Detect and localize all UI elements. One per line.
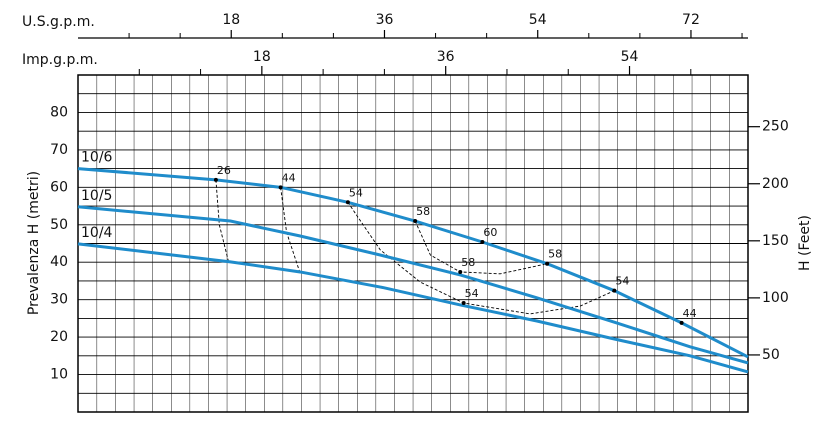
y-tick-label: 50 bbox=[50, 217, 68, 233]
efficiency-point bbox=[545, 261, 550, 266]
x2-tick-label: 36 bbox=[437, 49, 455, 65]
series-label: 10/4 bbox=[81, 225, 113, 241]
series-line bbox=[77, 205, 749, 365]
y2-tick-label: 150 bbox=[762, 233, 789, 249]
efficiency-label: 58 bbox=[548, 248, 562, 261]
y-axis-label: Prevalenza H (metri) bbox=[26, 171, 42, 315]
efficiency-point bbox=[278, 185, 283, 190]
y2-tick-label: 100 bbox=[762, 290, 789, 306]
x-tick-label: 54 bbox=[529, 12, 547, 28]
series-label: 10/5 bbox=[81, 188, 112, 204]
x2-tick-label: 18 bbox=[253, 49, 271, 65]
plot-frame bbox=[77, 74, 749, 413]
efficiency-label: 54 bbox=[615, 275, 629, 288]
efficiency-label: 54 bbox=[349, 186, 363, 199]
efficiency-label: 44 bbox=[683, 307, 697, 320]
x-tick-label: 72 bbox=[682, 12, 700, 28]
efficiency-point bbox=[480, 240, 485, 245]
efficiency-point bbox=[413, 219, 418, 224]
y-tick-label: 60 bbox=[50, 179, 68, 195]
efficiency-point bbox=[345, 200, 350, 205]
y2-tick-label: 50 bbox=[762, 347, 780, 363]
y2-axis-label: H (Feet) bbox=[797, 215, 813, 271]
efficiency-label: 60 bbox=[483, 226, 497, 239]
efficiency-point bbox=[612, 288, 617, 293]
efficiency-label: 54 bbox=[465, 287, 479, 300]
efficiency-point bbox=[461, 301, 466, 306]
efficiency-point bbox=[679, 320, 684, 325]
y-tick-label: 80 bbox=[50, 104, 68, 120]
y2-tick-label: 250 bbox=[762, 119, 789, 135]
y2-tick-label: 200 bbox=[762, 176, 789, 192]
efficiency-label: 58 bbox=[416, 205, 430, 218]
efficiency-label: 58 bbox=[461, 256, 475, 269]
series-line bbox=[77, 242, 749, 374]
x2-axis-label: Imp.g.p.m. bbox=[22, 52, 98, 68]
x-axis-label: U.S.g.p.m. bbox=[22, 14, 95, 30]
series-label: 10/6 bbox=[81, 150, 113, 166]
efficiency-point bbox=[213, 177, 218, 182]
y-tick-label: 40 bbox=[50, 254, 68, 270]
x-tick-label: 36 bbox=[376, 12, 394, 28]
y-tick-label: 10 bbox=[50, 367, 68, 383]
efficiency-label: 44 bbox=[282, 171, 296, 184]
y-tick-label: 30 bbox=[50, 292, 68, 308]
efficiency-point bbox=[458, 269, 463, 274]
x2-tick-label: 54 bbox=[621, 49, 639, 65]
series-line bbox=[77, 167, 749, 359]
efficiency-line bbox=[215, 179, 230, 263]
x-tick-label: 18 bbox=[222, 12, 240, 28]
efficiency-label: 26 bbox=[217, 164, 231, 177]
y-tick-label: 70 bbox=[50, 142, 68, 158]
y-tick-label: 20 bbox=[50, 329, 68, 345]
